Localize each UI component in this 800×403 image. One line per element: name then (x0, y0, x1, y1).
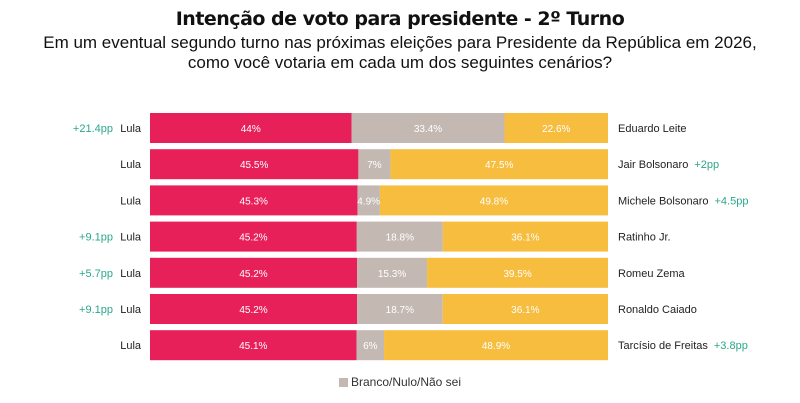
row-left-label: Lula (120, 304, 142, 316)
bar-segment-lula (150, 294, 358, 324)
bar-segment-oponente (427, 257, 608, 288)
data-label: 47.5% (485, 160, 513, 171)
data-label: 18.7% (386, 305, 414, 316)
row-category-label: Jair Bolsonaro (618, 159, 688, 171)
data-label: 44% (241, 124, 261, 135)
row-left-label: Lula (120, 268, 142, 280)
bar-segment-lula (150, 330, 357, 361)
data-label: 49.8% (480, 196, 508, 207)
data-label: 45.1% (239, 341, 267, 352)
data-label: 48.9% (482, 341, 510, 352)
row-left-label: Lula (120, 340, 142, 352)
row-category-label: Michele Bolsonaro (618, 195, 709, 207)
row-category-label: Romeu Zema (618, 268, 686, 280)
data-label: 15.3% (378, 269, 406, 280)
row-left-delta: +9.1pp (79, 232, 113, 244)
subtitle-line-2: como você votaria em cada um dos seguint… (187, 53, 613, 72)
row-category-label: Tarcísio de Freitas (618, 340, 708, 352)
chart-subtitle: Em um eventual segundo turno nas próxima… (0, 33, 800, 73)
data-label: 7% (367, 160, 382, 171)
bar-segment-lula (150, 221, 357, 252)
row-category-label: Ronaldo Caiado (618, 304, 697, 316)
row-right-delta: +4.5pp (715, 195, 749, 207)
bar-segment-oponente (379, 185, 608, 216)
bar-segment-branco (358, 149, 391, 180)
bar-segment-branco (357, 185, 380, 216)
row-left-delta: +5.7pp (79, 268, 113, 280)
data-label: 36.1% (511, 305, 539, 316)
row-left-delta: +9.1pp (79, 304, 113, 316)
data-label: 18.8% (386, 233, 414, 244)
row-left-label: Lula (120, 123, 142, 135)
bar-segment-oponente (442, 221, 608, 252)
bar-segment-branco (357, 257, 428, 288)
bar-segment-branco (357, 294, 443, 324)
data-label: 22.6% (542, 124, 570, 135)
bar-segment-branco (351, 113, 505, 143)
data-label: 36.1% (511, 233, 539, 244)
data-label: 33.4% (414, 124, 442, 135)
bar-segment-oponente (384, 330, 608, 361)
subtitle-line-1: Em um eventual segundo turno nas próxima… (43, 33, 757, 52)
data-label: 45.2% (239, 305, 267, 316)
bar-segment-oponente (442, 294, 608, 324)
legend-swatch-branco (338, 378, 348, 387)
data-label: 45.5% (240, 160, 268, 171)
data-label: 45.2% (239, 233, 267, 244)
chart-title: Intenção de voto para presidente - 2º Tu… (175, 8, 625, 30)
bar-segment-branco (356, 330, 385, 361)
bar-segment-lula (150, 257, 358, 288)
legend-label: Branco/Nulo/Não sei (350, 375, 462, 389)
bar-segment-branco (356, 221, 443, 252)
row-left-delta: +21.4pp (73, 123, 113, 135)
row-left-label: Lula (120, 195, 142, 207)
row-left-label: Lula (120, 232, 142, 244)
data-label: 6% (363, 341, 378, 352)
row-right-delta: +3.8pp (714, 340, 748, 352)
row-category-label: Eduardo Leite (618, 123, 687, 135)
bar-segment-lula (150, 185, 358, 216)
data-label: 45.2% (239, 269, 267, 280)
data-label: 39.5% (503, 269, 531, 280)
row-right-delta: +2pp (694, 159, 719, 171)
bar-segment-oponente (504, 113, 608, 143)
bar-segment-lula (150, 149, 359, 180)
data-label: 45.3% (240, 196, 268, 207)
bar-segment-lula (150, 113, 352, 143)
row-left-label: Lula (120, 159, 142, 171)
bar-segment-oponente (390, 149, 608, 180)
row-category-label: Ratinho Jr. (618, 232, 671, 244)
legend: Branco/Nulo/Não sei (0, 375, 800, 389)
data-label: 4.9% (357, 196, 380, 207)
